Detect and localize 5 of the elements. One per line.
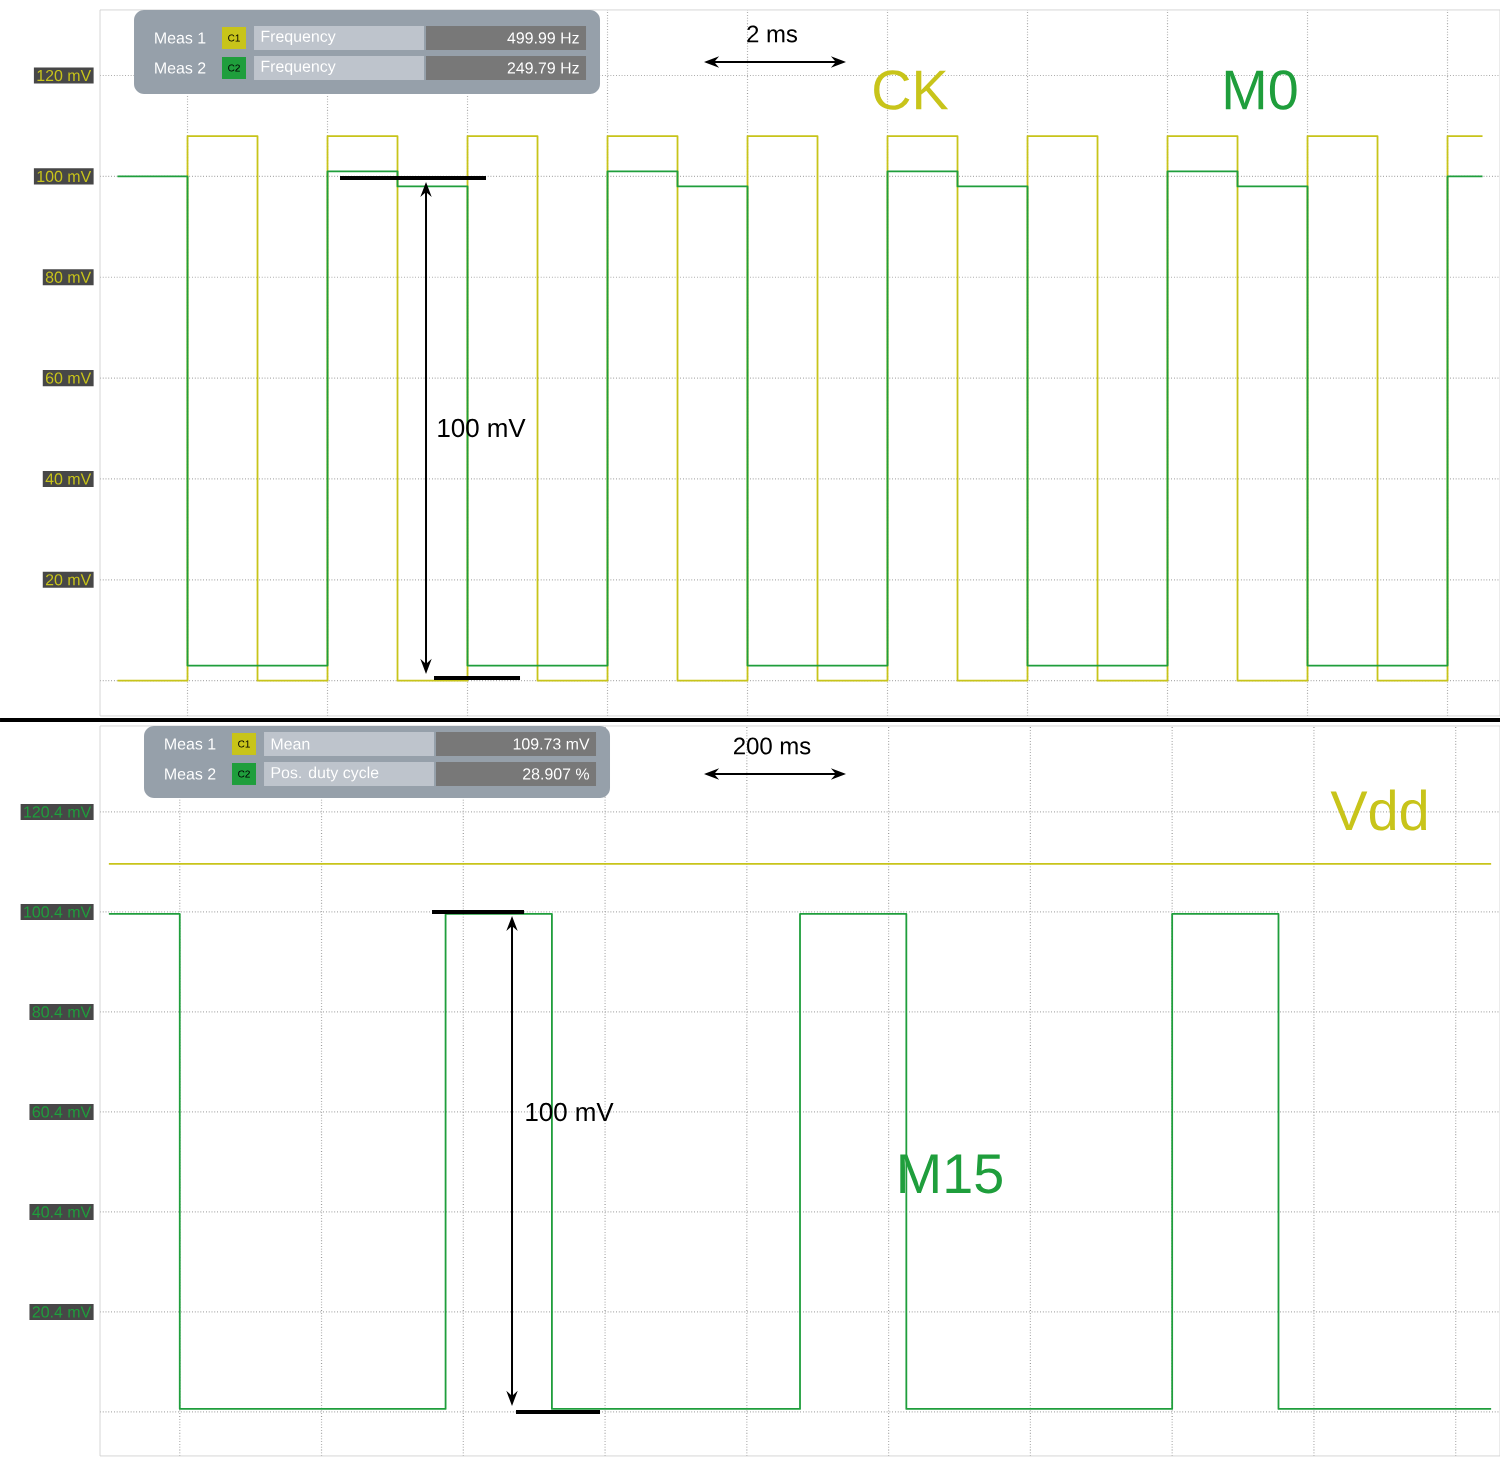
series-label: Vdd bbox=[1330, 789, 1427, 831]
series-label: M0 bbox=[1225, 70, 1297, 110]
series-label: CK bbox=[874, 70, 949, 110]
annotation: 2 ms bbox=[747, 25, 798, 43]
annotation: 200 ms bbox=[733, 737, 811, 755]
